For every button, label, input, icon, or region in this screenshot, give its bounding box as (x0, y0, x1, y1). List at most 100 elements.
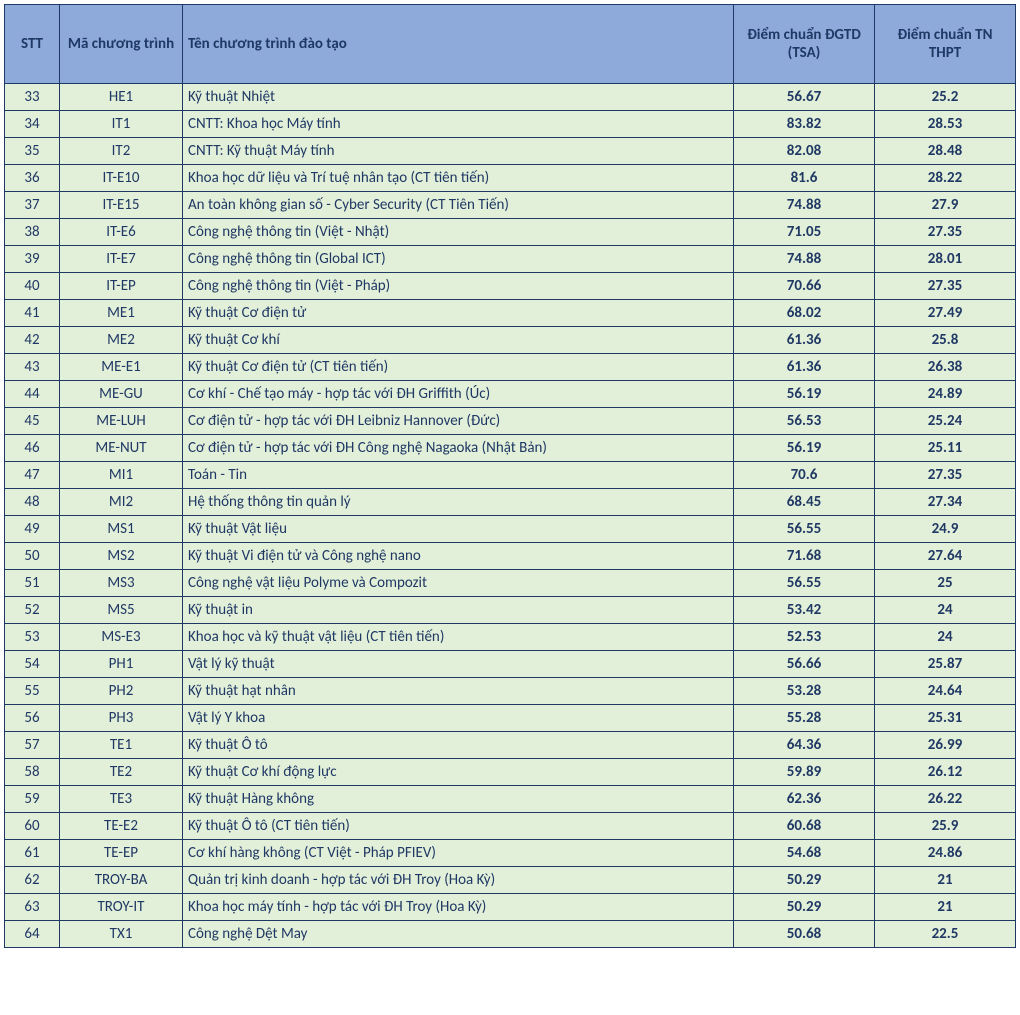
cell-score1: 74.88 (734, 192, 875, 219)
cell-name: Kỹ thuật Cơ khí động lực (183, 759, 734, 786)
cell-name: Khoa học dữ liệu và Trí tuệ nhân tạo (CT… (183, 165, 734, 192)
cell-stt: 38 (5, 219, 60, 246)
cell-score1: 81.6 (734, 165, 875, 192)
cell-code: ME-LUH (60, 408, 183, 435)
cell-code: ME1 (60, 300, 183, 327)
cell-name: Vật lý Y khoa (183, 705, 734, 732)
cell-name: An toàn không gian số - Cyber Security (… (183, 192, 734, 219)
cell-name: Công nghệ thông tin (Global ICT) (183, 246, 734, 273)
cell-stt: 43 (5, 354, 60, 381)
cell-score2: 26.99 (875, 732, 1016, 759)
cell-name: Kỹ thuật hạt nhân (183, 678, 734, 705)
cell-score2: 27.34 (875, 489, 1016, 516)
cell-score1: 50.29 (734, 867, 875, 894)
cell-score1: 50.29 (734, 894, 875, 921)
table-row: 42ME2Kỹ thuật Cơ khí61.3625.8 (5, 327, 1016, 354)
table-row: 39IT-E7Công nghệ thông tin (Global ICT)7… (5, 246, 1016, 273)
cell-code: PH3 (60, 705, 183, 732)
cell-score2: 21 (875, 867, 1016, 894)
cell-name: Kỹ thuật Hàng không (183, 786, 734, 813)
cell-score2: 26.22 (875, 786, 1016, 813)
table-row: 54PH1Vật lý kỹ thuật56.6625.87 (5, 651, 1016, 678)
table-row: 62TROY-BAQuản trị kinh doanh - hợp tác v… (5, 867, 1016, 894)
table-row: 61TE-EPCơ khí hàng không (CT Việt - Pháp… (5, 840, 1016, 867)
cell-score2: 27.35 (875, 219, 1016, 246)
table-row: 56PH3Vật lý Y khoa55.2825.31 (5, 705, 1016, 732)
cell-score1: 70.66 (734, 273, 875, 300)
cell-name: Kỹ thuật Cơ điện tử (CT tiên tiến) (183, 354, 734, 381)
cell-stt: 54 (5, 651, 60, 678)
cell-stt: 58 (5, 759, 60, 786)
cell-score1: 60.68 (734, 813, 875, 840)
cell-score2: 24.86 (875, 840, 1016, 867)
cell-score1: 54.68 (734, 840, 875, 867)
cell-name: Cơ điện tử - hợp tác với ĐH Leibniz Hann… (183, 408, 734, 435)
cell-score2: 25.2 (875, 84, 1016, 111)
cell-stt: 34 (5, 111, 60, 138)
table-row: 43ME-E1Kỹ thuật Cơ điện tử (CT tiên tiến… (5, 354, 1016, 381)
table-row: 45ME-LUHCơ điện tử - hợp tác với ĐH Leib… (5, 408, 1016, 435)
table-row: 53MS-E3Khoa học và kỹ thuật vật liệu (CT… (5, 624, 1016, 651)
table-row: 35IT2CNTT: Kỹ thuật Máy tính82.0828.48 (5, 138, 1016, 165)
table-row: 44ME-GUCơ khí - Chế tạo máy - hợp tác vớ… (5, 381, 1016, 408)
cell-code: ME2 (60, 327, 183, 354)
cell-code: IT-E7 (60, 246, 183, 273)
cell-name: Cơ điện tử - hợp tác với ĐH Công nghệ Na… (183, 435, 734, 462)
cell-score2: 22.5 (875, 921, 1016, 948)
cell-score2: 25.24 (875, 408, 1016, 435)
cell-stt: 46 (5, 435, 60, 462)
cell-code: ME-GU (60, 381, 183, 408)
table-row: 38IT-E6Công nghệ thông tin (Việt - Nhật)… (5, 219, 1016, 246)
cell-stt: 48 (5, 489, 60, 516)
cell-score1: 64.36 (734, 732, 875, 759)
cell-code: TE-EP (60, 840, 183, 867)
table-row: 46ME-NUTCơ điện tử - hợp tác với ĐH Công… (5, 435, 1016, 462)
cell-name: Kỹ thuật Ô tô (CT tiên tiến) (183, 813, 734, 840)
cell-name: Kỹ thuật in (183, 597, 734, 624)
admission-table: STT Mã chương trình Tên chương trình đào… (4, 4, 1016, 948)
cell-stt: 33 (5, 84, 60, 111)
table-row: 34IT1CNTT: Khoa học Máy tính83.8228.53 (5, 111, 1016, 138)
table-row: 50MS2Kỹ thuật Vi điện tử và Công nghệ na… (5, 543, 1016, 570)
cell-name: Vật lý kỹ thuật (183, 651, 734, 678)
cell-stt: 64 (5, 921, 60, 948)
cell-score2: 26.38 (875, 354, 1016, 381)
table-row: 63TROY-ITKhoa học máy tính - hợp tác với… (5, 894, 1016, 921)
cell-code: IT-E10 (60, 165, 183, 192)
cell-stt: 39 (5, 246, 60, 273)
cell-code: TE-E2 (60, 813, 183, 840)
cell-score1: 61.36 (734, 354, 875, 381)
cell-score2: 24.9 (875, 516, 1016, 543)
cell-stt: 35 (5, 138, 60, 165)
cell-score1: 61.36 (734, 327, 875, 354)
cell-code: TE1 (60, 732, 183, 759)
cell-name: Kỹ thuật Ô tô (183, 732, 734, 759)
cell-score2: 24 (875, 597, 1016, 624)
cell-stt: 41 (5, 300, 60, 327)
cell-score2: 28.53 (875, 111, 1016, 138)
cell-code: TROY-IT (60, 894, 183, 921)
cell-score1: 56.53 (734, 408, 875, 435)
cell-code: MI1 (60, 462, 183, 489)
cell-stt: 45 (5, 408, 60, 435)
cell-name: Kỹ thuật Cơ điện tử (183, 300, 734, 327)
cell-score1: 74.88 (734, 246, 875, 273)
cell-score2: 25.9 (875, 813, 1016, 840)
cell-name: Hệ thống thông tin quản lý (183, 489, 734, 516)
cell-stt: 37 (5, 192, 60, 219)
cell-name: Khoa học và kỹ thuật vật liệu (CT tiên t… (183, 624, 734, 651)
table-row: 52MS5Kỹ thuật in53.4224 (5, 597, 1016, 624)
cell-code: IT-E6 (60, 219, 183, 246)
table-row: 51MS3Công nghệ vật liệu Polyme và Compoz… (5, 570, 1016, 597)
cell-code: MS1 (60, 516, 183, 543)
cell-score2: 28.01 (875, 246, 1016, 273)
cell-name: Quản trị kinh doanh - hợp tác với ĐH Tro… (183, 867, 734, 894)
cell-score2: 24 (875, 624, 1016, 651)
cell-name: CNTT: Kỹ thuật Máy tính (183, 138, 734, 165)
cell-name: Công nghệ vật liệu Polyme và Compozit (183, 570, 734, 597)
cell-name: Công nghệ Dệt May (183, 921, 734, 948)
cell-score2: 25.87 (875, 651, 1016, 678)
cell-score1: 50.68 (734, 921, 875, 948)
table-row: 64TX1Công nghệ Dệt May50.6822.5 (5, 921, 1016, 948)
cell-score2: 28.22 (875, 165, 1016, 192)
